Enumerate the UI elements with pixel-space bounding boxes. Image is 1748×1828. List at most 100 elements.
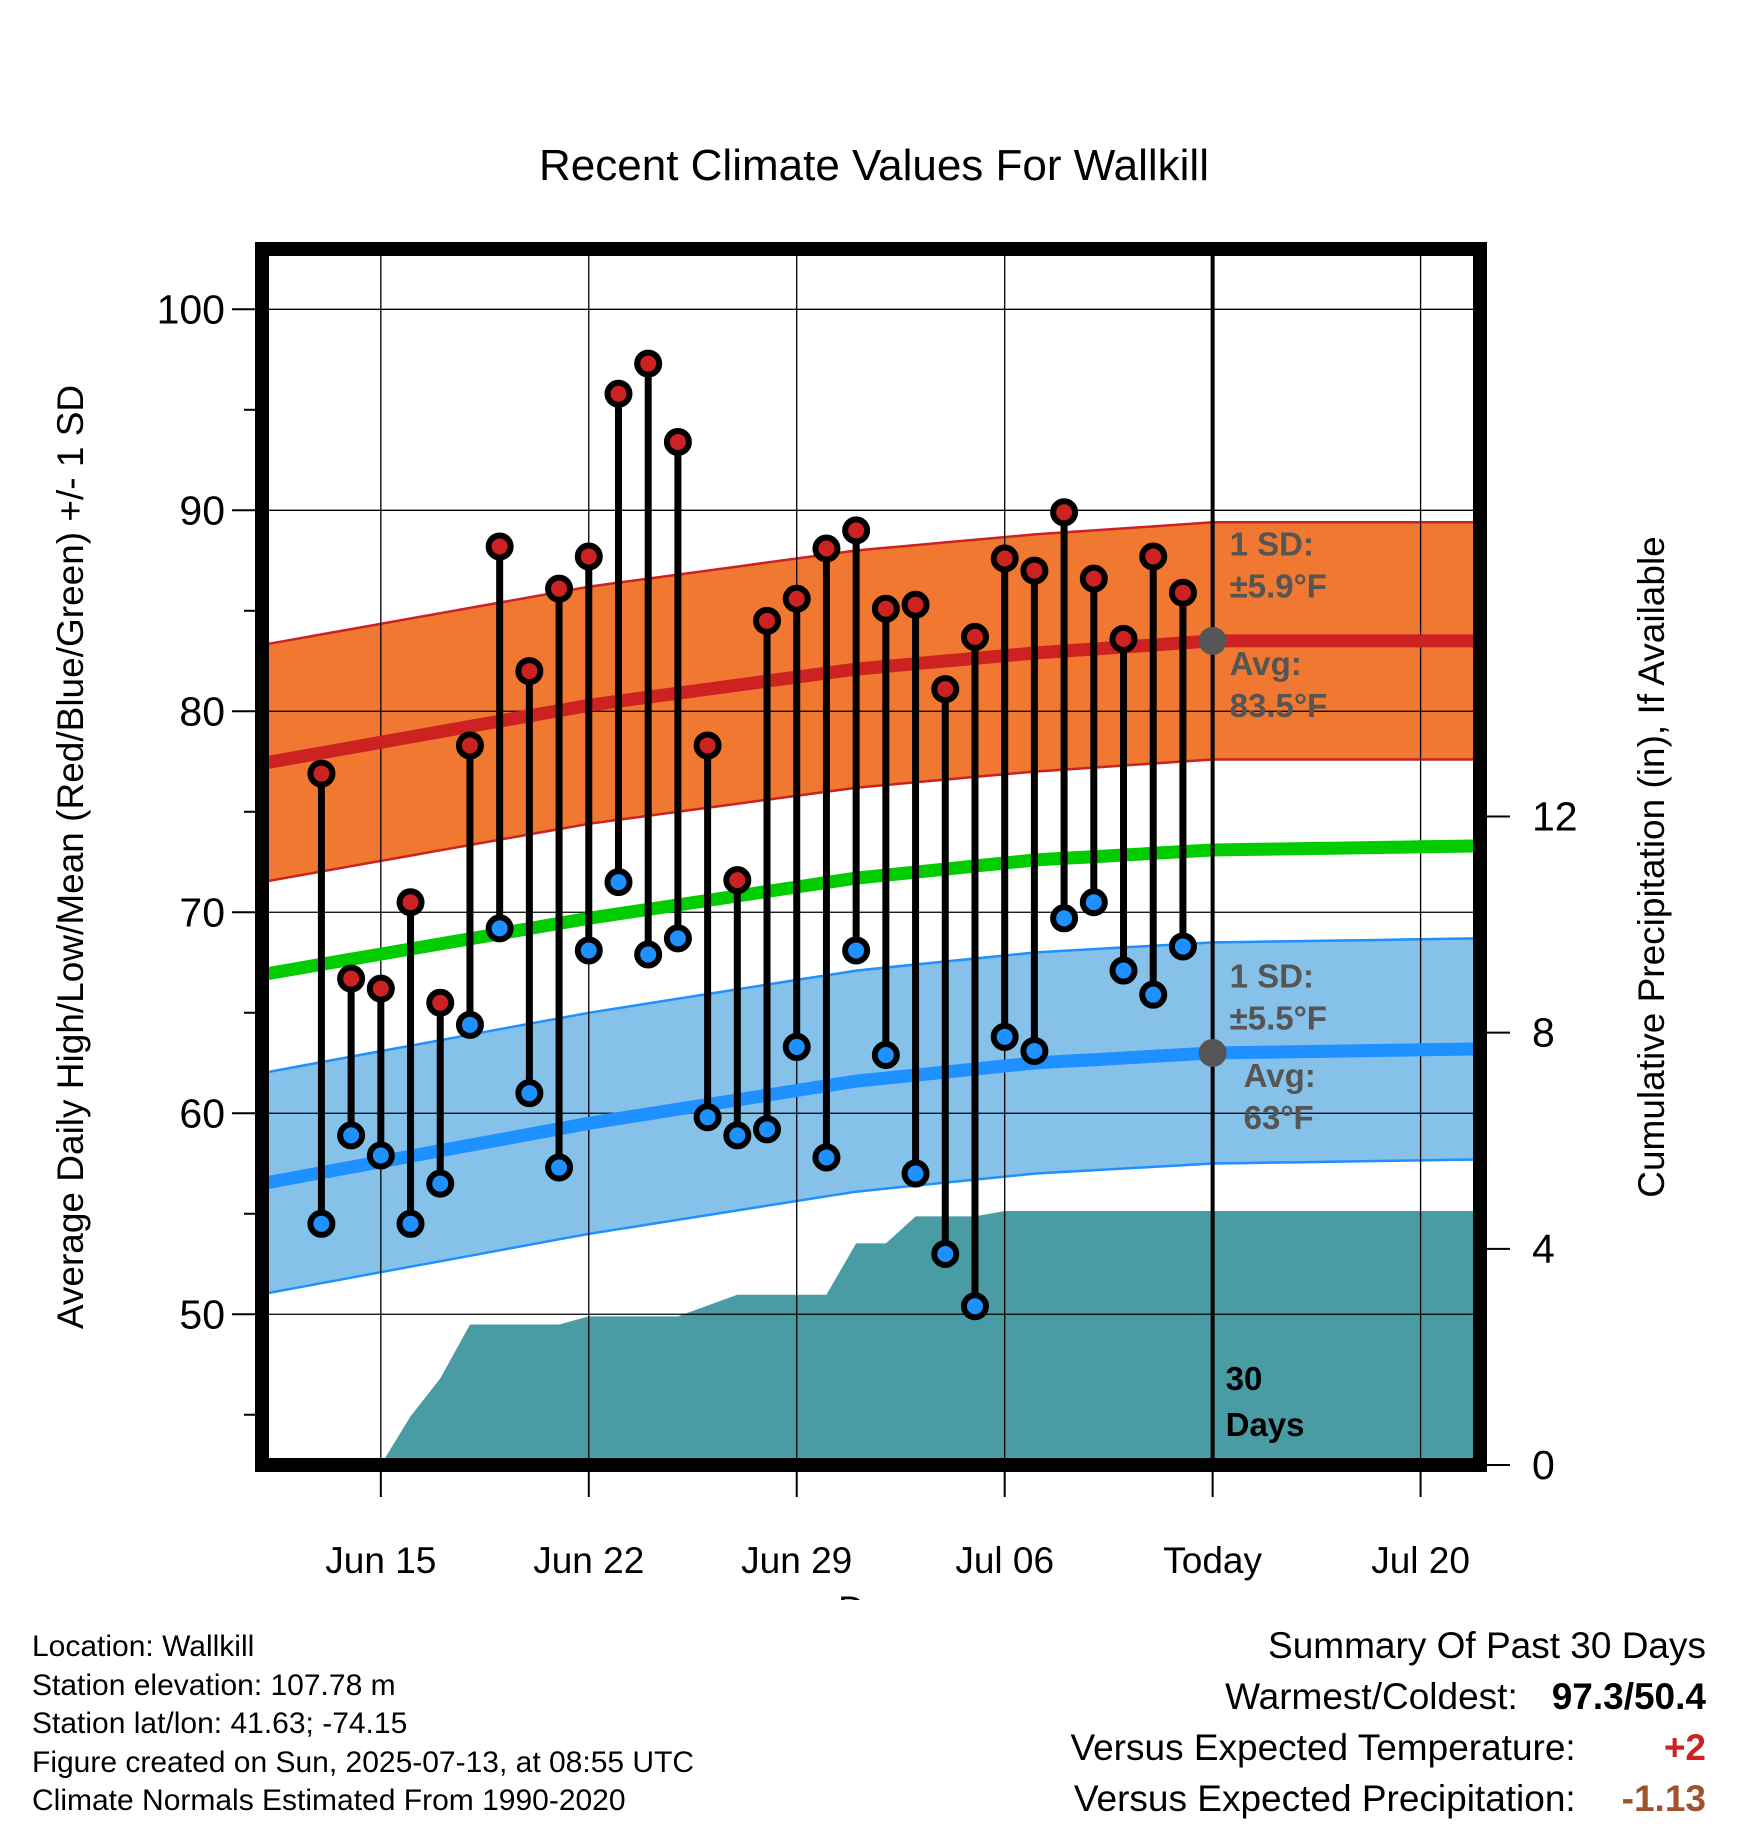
high-point bbox=[663, 427, 692, 456]
high-point bbox=[901, 590, 930, 619]
low-point bbox=[990, 1022, 1019, 1051]
high-point bbox=[1168, 578, 1197, 607]
low-point bbox=[634, 940, 663, 969]
high-point bbox=[604, 379, 633, 408]
high-avg-value: 83.5°F bbox=[1230, 687, 1328, 724]
summary-panel: Summary Of Past 30 Days Warmest/Coldest:… bbox=[1070, 1620, 1706, 1824]
low-avg-label: Avg: bbox=[1244, 1057, 1316, 1094]
high-point bbox=[753, 606, 782, 635]
x-tick-label: Jul 20 bbox=[1371, 1540, 1470, 1581]
low-point bbox=[931, 1239, 960, 1268]
avg-low-line bbox=[262, 1042, 1480, 1190]
avg-high-line bbox=[262, 634, 1480, 770]
high-point bbox=[455, 731, 484, 760]
x-axis-title: Day bbox=[838, 1589, 904, 1600]
low-point bbox=[455, 1010, 484, 1039]
summary-heading: Summary Of Past 30 Days bbox=[1268, 1625, 1706, 1666]
high-point bbox=[723, 866, 752, 895]
low-point bbox=[782, 1032, 811, 1061]
low-point bbox=[574, 936, 603, 965]
low-sd-value: ±5.5°F bbox=[1230, 999, 1327, 1036]
low-point bbox=[604, 868, 633, 897]
low-point bbox=[366, 1141, 395, 1170]
high-point bbox=[693, 731, 722, 760]
x-tick-label: Jun 15 bbox=[325, 1540, 436, 1581]
temp-vs-expected-value: +2 bbox=[1663, 1727, 1706, 1768]
low-point bbox=[842, 936, 871, 965]
y2-tick-label: 0 bbox=[1532, 1442, 1555, 1488]
y2-axis-title: Cumulative Precipitation (in), If Availa… bbox=[1631, 536, 1672, 1198]
low-point bbox=[1050, 904, 1079, 933]
high-point bbox=[960, 622, 989, 651]
low-point bbox=[1168, 932, 1197, 961]
station-info: Location: Wallkill Station elevation: 10… bbox=[32, 1628, 694, 1821]
high-avg-label: Avg: bbox=[1230, 645, 1302, 682]
low-point bbox=[1079, 888, 1108, 917]
y-axis-title: Average Daily High/Low/Mean (Red/Blue/Gr… bbox=[50, 385, 91, 1329]
today-low-normal-marker bbox=[1198, 1038, 1227, 1067]
low-point bbox=[1109, 956, 1138, 985]
low-point bbox=[871, 1040, 900, 1069]
y2-tick-label: 4 bbox=[1532, 1226, 1555, 1272]
high-point bbox=[307, 759, 336, 788]
y-tick-label: 100 bbox=[157, 286, 225, 332]
high-point bbox=[1109, 624, 1138, 653]
y-tick-label: 70 bbox=[179, 889, 225, 935]
low-point bbox=[396, 1209, 425, 1238]
low-point bbox=[723, 1121, 752, 1150]
climate-chart: 1 SD: ±5.9°F Avg: 83.5°F 1 SD: ±5.5°F Avg: 63°F… bbox=[50, 141, 1672, 1600]
low-point bbox=[693, 1103, 722, 1132]
high-point bbox=[812, 534, 841, 563]
low-point bbox=[337, 1121, 366, 1150]
period-unit-label: Days bbox=[1226, 1406, 1305, 1443]
elevation-text: Station elevation: 107.78 m bbox=[32, 1668, 396, 1702]
temp-vs-expected-label: Versus Expected Temperature: bbox=[1070, 1727, 1576, 1768]
period-count-label: 30 bbox=[1226, 1360, 1263, 1397]
plot-area: 1 SD: ±5.9°F Avg: 83.5°F 1 SD: ±5.5°F Avg: 63°F… bbox=[262, 249, 1480, 1465]
high-point bbox=[574, 542, 603, 571]
y-tick-label: 80 bbox=[179, 688, 225, 734]
x-tick-label: Jul 06 bbox=[955, 1540, 1054, 1581]
high-point bbox=[337, 964, 366, 993]
precip-vs-expected-value: -1.13 bbox=[1621, 1778, 1706, 1819]
high-point bbox=[871, 594, 900, 623]
high-sd-label: 1 SD: bbox=[1230, 525, 1314, 562]
low-point bbox=[485, 914, 514, 943]
low-point bbox=[426, 1169, 455, 1198]
low-point bbox=[812, 1143, 841, 1172]
high-point bbox=[426, 988, 455, 1017]
high-point bbox=[990, 544, 1019, 573]
y-tick-label: 50 bbox=[179, 1291, 225, 1337]
high-point bbox=[782, 584, 811, 613]
precipitation-area bbox=[262, 1211, 1480, 1465]
low-point bbox=[307, 1209, 336, 1238]
high-point bbox=[515, 657, 544, 686]
warmest-coldest-value: 97.3/50.4 bbox=[1551, 1676, 1706, 1717]
normals-text: Climate Normals Estimated From 1990-2020 bbox=[32, 1784, 626, 1817]
high-point bbox=[634, 349, 663, 378]
high-point bbox=[1139, 542, 1168, 571]
high-point bbox=[545, 574, 574, 603]
high-point bbox=[1050, 498, 1079, 527]
low-point bbox=[1020, 1036, 1049, 1065]
y2-tick-label: 12 bbox=[1532, 793, 1578, 839]
avg-mean-line bbox=[262, 839, 1480, 982]
x-tick-label: Jun 29 bbox=[741, 1540, 852, 1581]
low-point bbox=[901, 1159, 930, 1188]
location-text: Location: Wallkill bbox=[32, 1630, 255, 1663]
today-high-normal-marker bbox=[1198, 626, 1227, 655]
high-point bbox=[485, 532, 514, 561]
plot-frame bbox=[255, 242, 1487, 1472]
latlon-text: Station lat/lon: 41.63; -74.15 bbox=[32, 1707, 408, 1740]
low-sd-band bbox=[262, 937, 1480, 1296]
low-point bbox=[515, 1079, 544, 1108]
high-point bbox=[842, 516, 871, 545]
low-point bbox=[663, 924, 692, 953]
warmest-coldest-label: Warmest/Coldest: bbox=[1225, 1676, 1518, 1717]
high-point bbox=[931, 675, 960, 704]
low-point bbox=[545, 1153, 574, 1182]
created-text: Figure created on Sun, 2025-07-13, at 08… bbox=[32, 1745, 695, 1779]
high-sd-value: ±5.9°F bbox=[1230, 567, 1327, 604]
precip-vs-expected-label: Versus Expected Precipitation: bbox=[1073, 1778, 1576, 1819]
chart-title: Recent Climate Values For Wallkill bbox=[539, 141, 1209, 190]
